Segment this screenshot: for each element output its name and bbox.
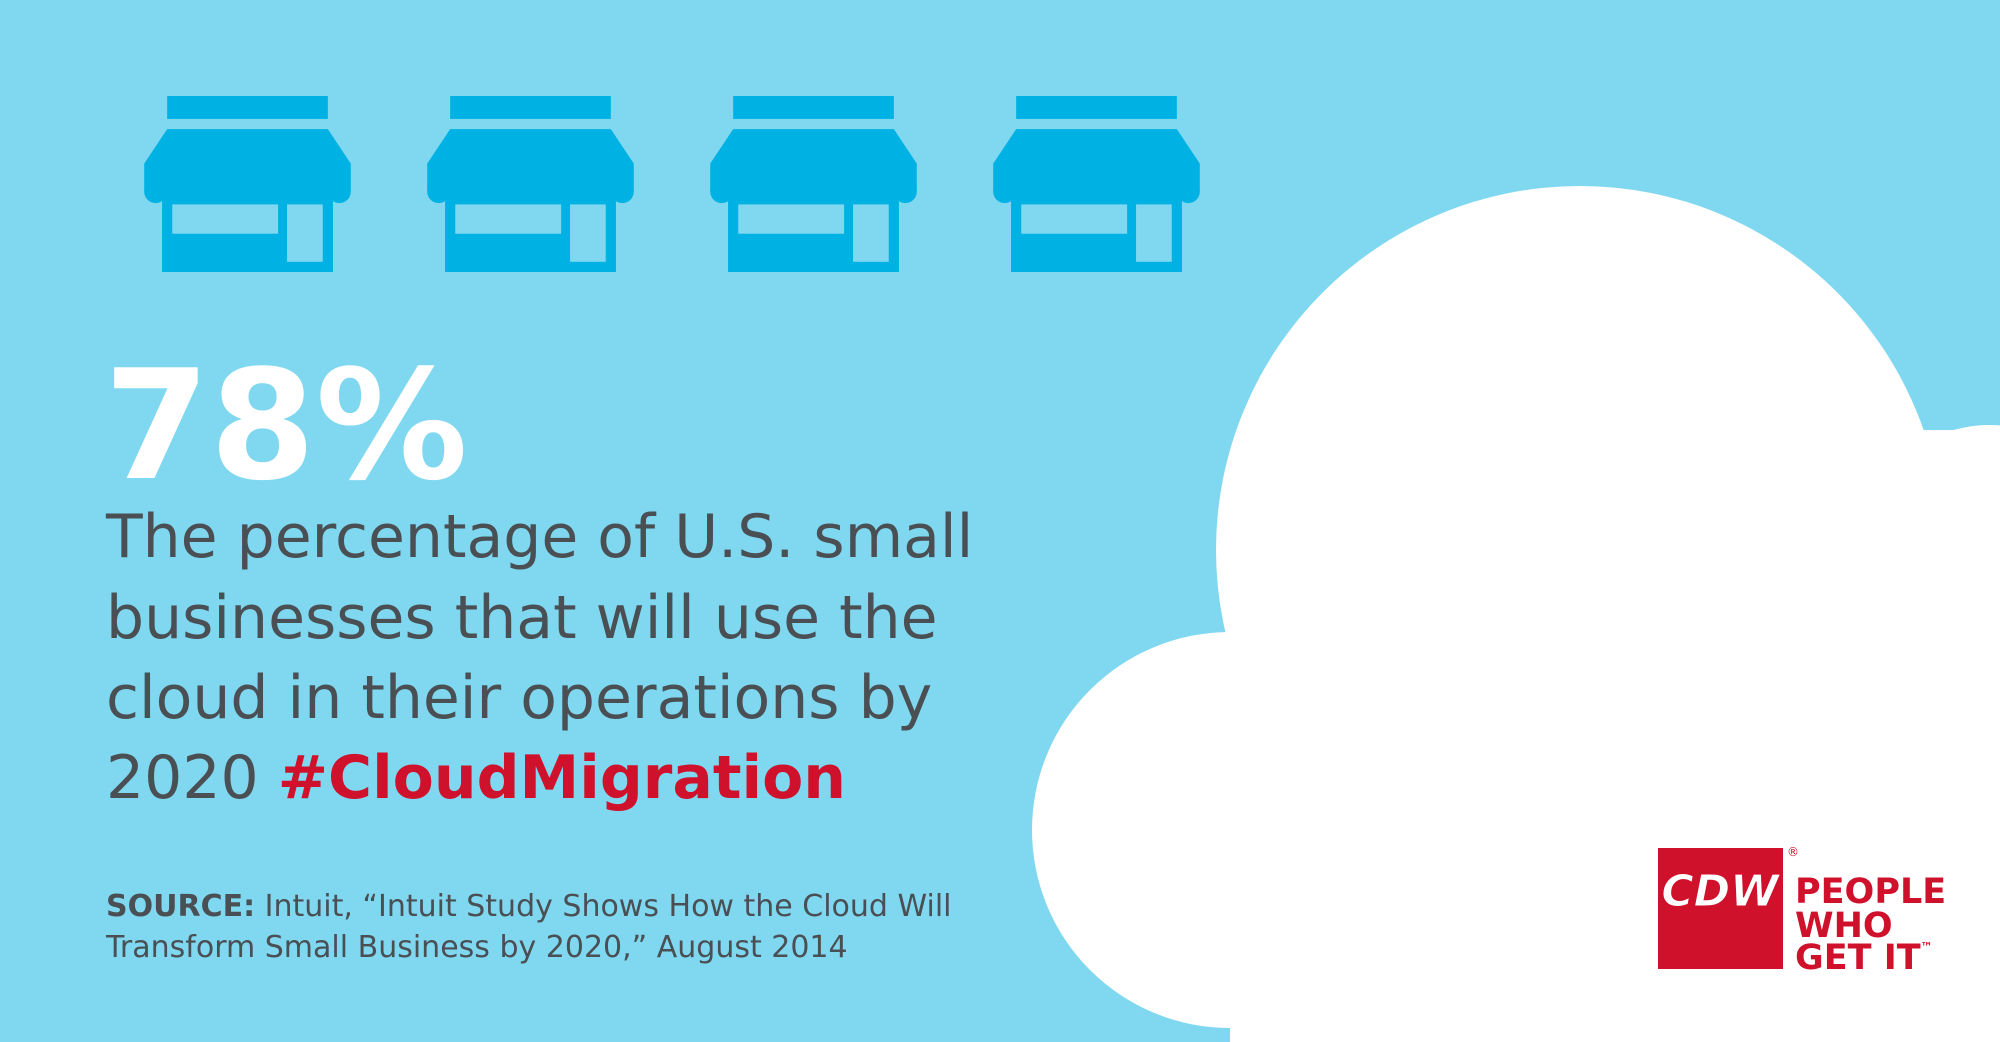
registered: ® <box>1787 845 1799 859</box>
tagline: WHO <box>1795 906 1893 946</box>
logo: CDW ® PEOPLE WHO GET IT™ <box>1658 845 1946 978</box>
hashtag: #CloudMigration <box>278 743 846 813</box>
description-line: businesses that will use the <box>106 583 938 653</box>
tagline: PEOPLE <box>1795 872 1946 912</box>
logo-mark: CDW <box>1661 866 1781 917</box>
cloud <box>1032 186 2000 1042</box>
logo-box <box>1658 848 1783 969</box>
tagline: GET IT <box>1795 938 1921 978</box>
source-line: SOURCE: Intuit, “Intuit Study Shows How … <box>106 889 952 924</box>
description-line: The percentage of U.S. small <box>105 502 973 572</box>
source-label: SOURCE: <box>106 889 255 924</box>
source-line: Transform Small Business by 2020,” Augus… <box>105 930 848 965</box>
stat: 78% <box>104 337 468 514</box>
description-line: 2020 #CloudMigration <box>106 743 846 813</box>
trademark: ™ <box>1921 940 1933 954</box>
description-line: cloud in their operations by <box>106 663 932 733</box>
description-line: 2020 <box>106 743 259 813</box>
tagline: GET IT™ <box>1795 938 1933 978</box>
source-text: Intuit, “Intuit Study Shows How the Clou… <box>265 889 952 924</box>
